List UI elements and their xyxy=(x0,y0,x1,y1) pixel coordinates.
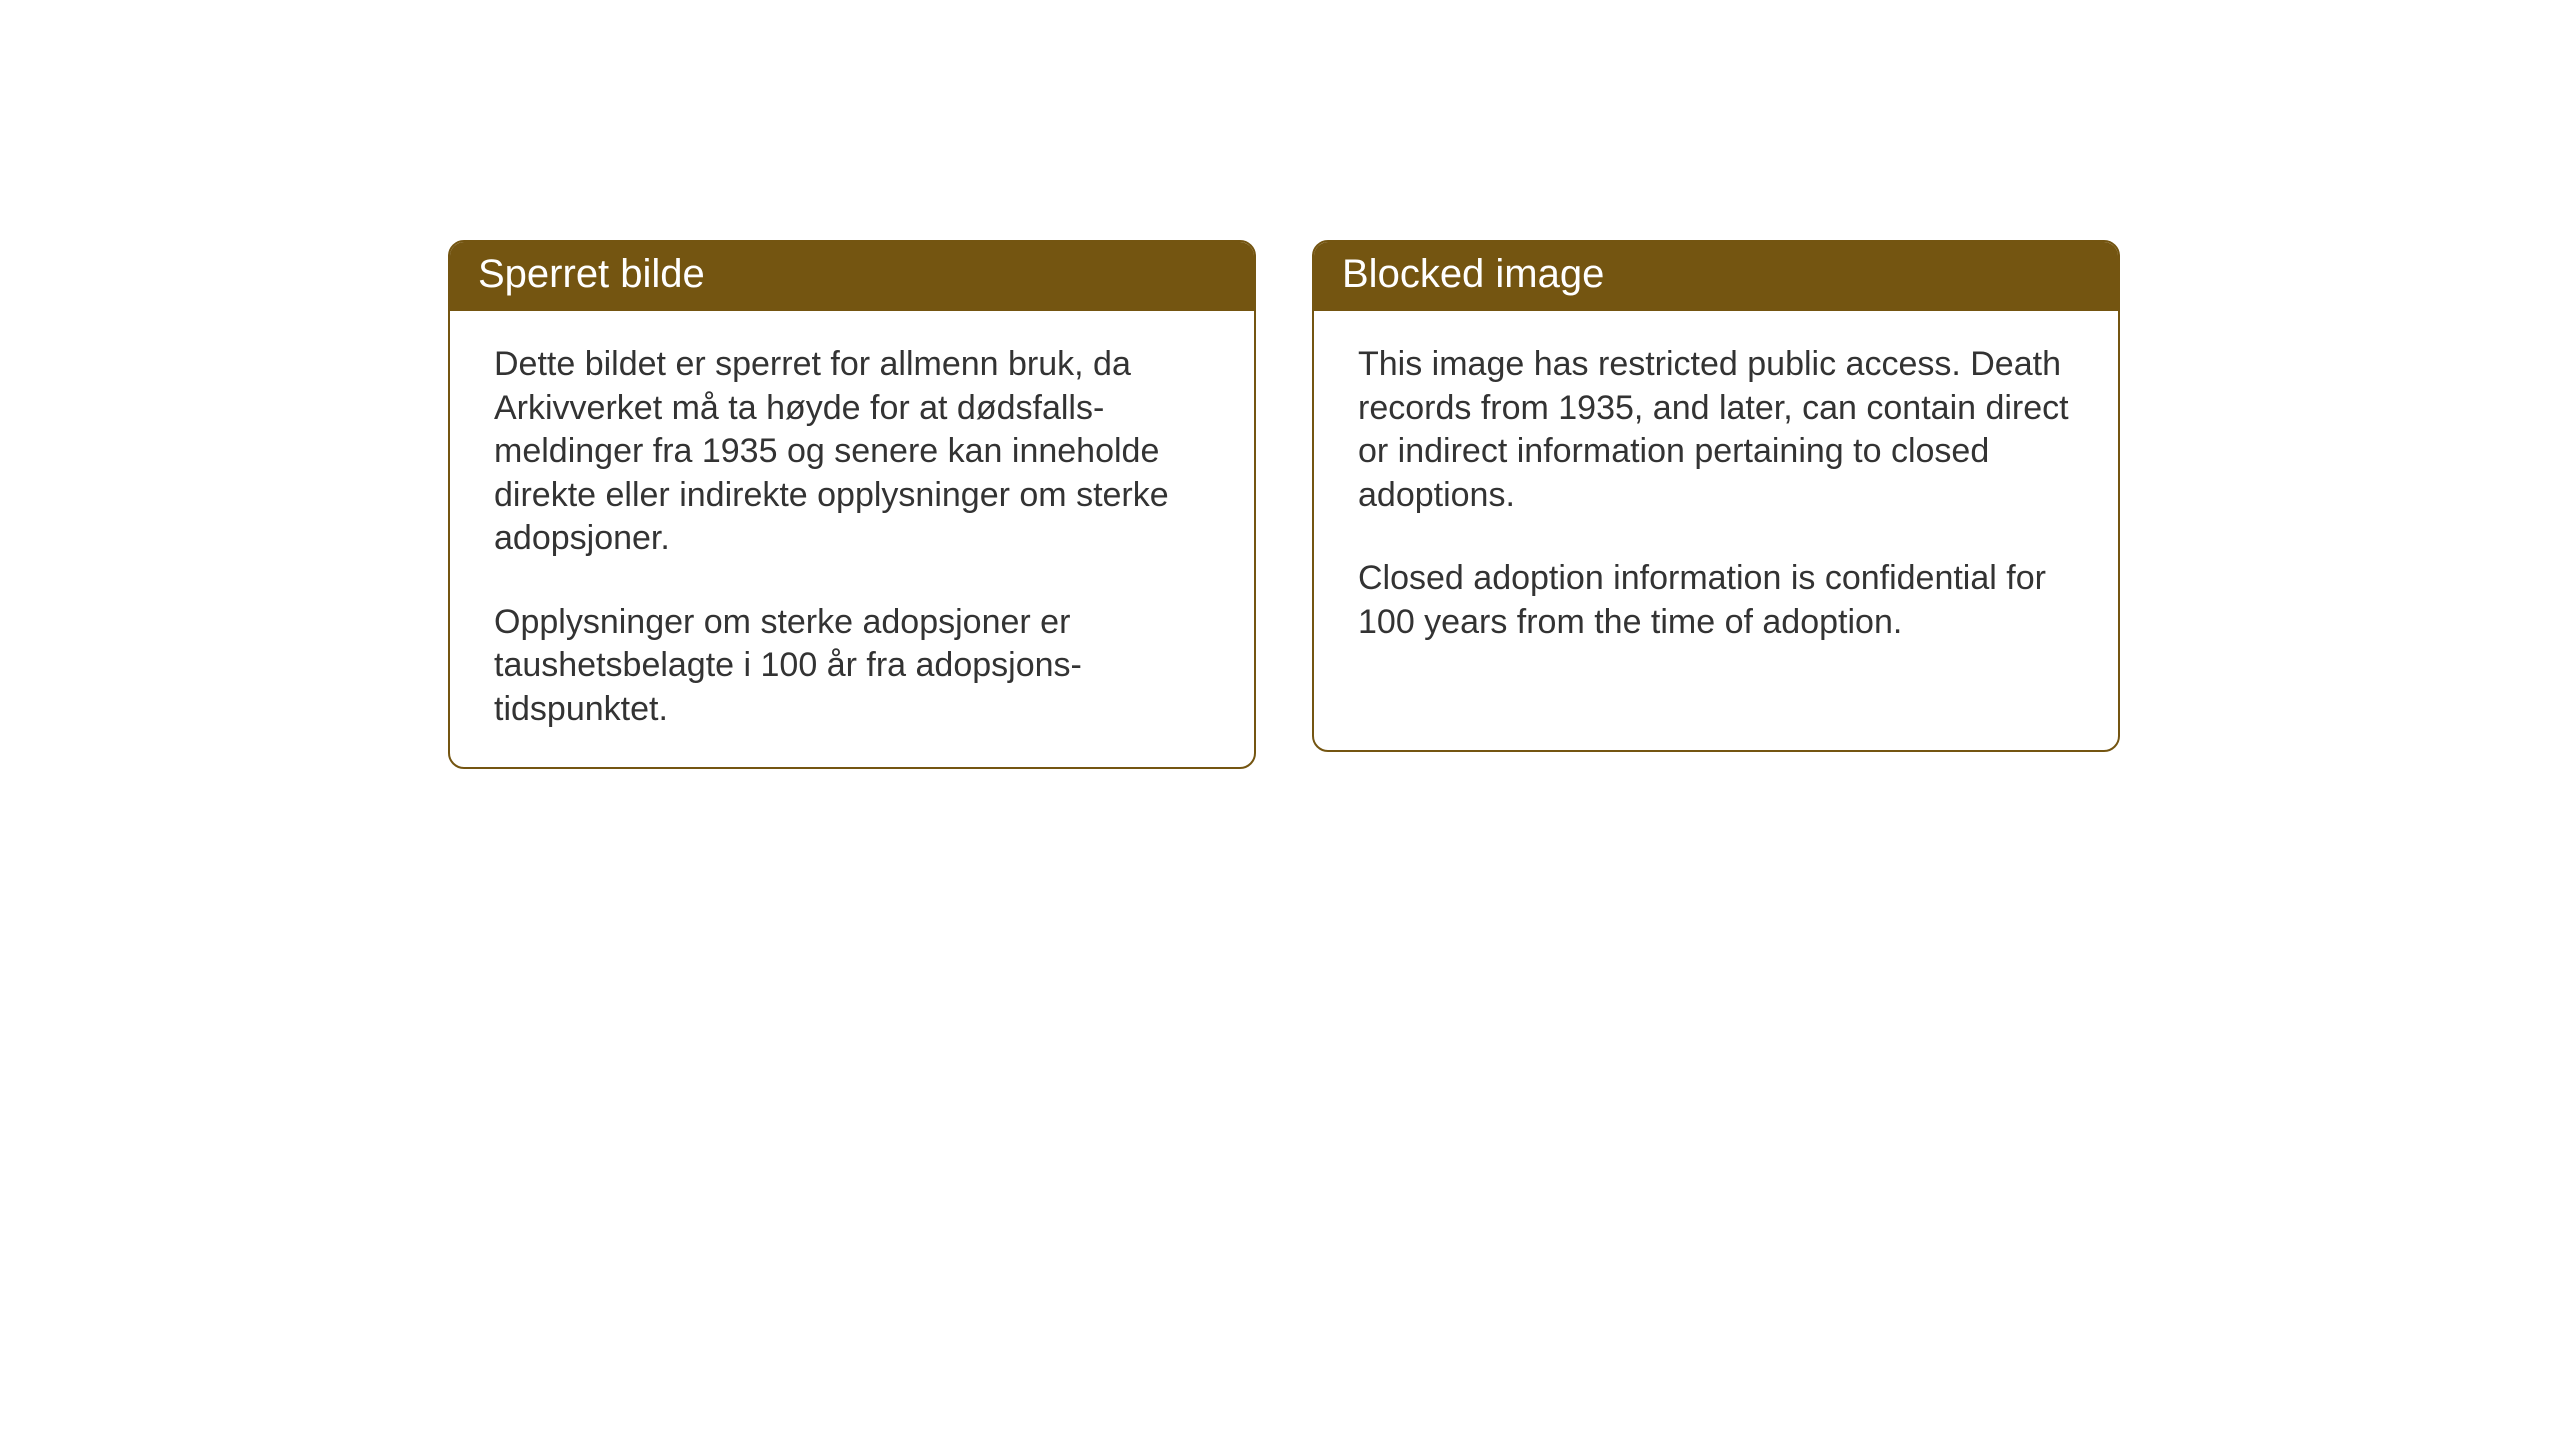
card-container: Sperret bilde Dette bildet er sperret fo… xyxy=(0,0,2560,769)
english-card-body: This image has restricted public access.… xyxy=(1314,311,2118,680)
norwegian-paragraph-2: Opplysninger om sterke adopsjoner er tau… xyxy=(494,601,1210,732)
norwegian-card: Sperret bilde Dette bildet er sperret fo… xyxy=(448,240,1256,769)
norwegian-card-body: Dette bildet er sperret for allmenn bruk… xyxy=(450,311,1254,767)
english-card: Blocked image This image has restricted … xyxy=(1312,240,2120,752)
norwegian-card-header: Sperret bilde xyxy=(450,242,1254,311)
english-paragraph-1: This image has restricted public access.… xyxy=(1358,343,2074,517)
norwegian-paragraph-1: Dette bildet er sperret for allmenn bruk… xyxy=(494,343,1210,561)
english-paragraph-2: Closed adoption information is confident… xyxy=(1358,557,2074,644)
english-card-header: Blocked image xyxy=(1314,242,2118,311)
